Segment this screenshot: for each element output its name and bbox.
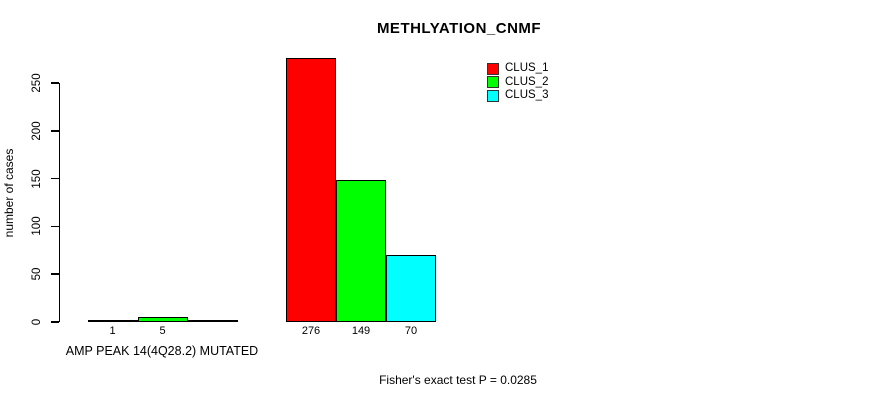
bar-clus_3: [187, 320, 238, 322]
y-tick-label: 150: [31, 169, 43, 189]
fisher-test-note: Fisher's exact test P = 0.0285: [379, 373, 537, 387]
y-tick-mark: [51, 321, 59, 323]
legend-swatch-icon: [487, 89, 499, 102]
legend-item-clus_2: CLUS_2: [487, 76, 548, 90]
y-tick-mark: [51, 273, 59, 275]
y-tick-label: 0: [31, 318, 43, 326]
y-tick-mark: [51, 177, 59, 180]
legend-swatch-icon: [487, 76, 499, 89]
bar-clus_2: [336, 180, 386, 322]
bar-clus_1: [87, 320, 138, 322]
legend-item-clus_3: CLUS_3: [487, 89, 548, 103]
y-tick-mark: [51, 225, 59, 228]
legend-label: CLUS_3: [505, 89, 549, 102]
y-tick-label: 100: [31, 216, 43, 236]
y-tick-label: 200: [31, 121, 43, 141]
x-axis-label: AMP PEAK 14(4Q28.2) MUTATED: [65, 344, 259, 358]
y-tick-label: 250: [31, 73, 43, 93]
y-tick-mark: [51, 130, 59, 132]
legend-label: CLUS_1: [505, 62, 549, 75]
legend-label: CLUS_2: [505, 75, 549, 88]
legend: CLUS_1 CLUS_2 CLUS_3: [487, 62, 548, 103]
y-tick-label: 50: [31, 267, 43, 281]
chart-title: METHLYATION_CNMF: [376, 20, 542, 37]
bar-clus_3: [386, 255, 436, 322]
bar-value-label: 276: [301, 325, 321, 337]
bar-value-label: 5: [159, 325, 166, 337]
bar-value-label: 149: [351, 325, 371, 337]
bar-value-label: 70: [404, 325, 418, 337]
y-axis-line: [58, 83, 60, 322]
legend-swatch-icon: [487, 62, 499, 75]
bar-clus_2: [137, 317, 188, 322]
legend-item-clus_1: CLUS_1: [487, 62, 548, 76]
y-axis-label: number of cases: [2, 148, 16, 238]
bar-clus_1: [286, 58, 336, 322]
bar-value-label: 1: [109, 325, 116, 337]
y-tick-mark: [51, 82, 59, 84]
